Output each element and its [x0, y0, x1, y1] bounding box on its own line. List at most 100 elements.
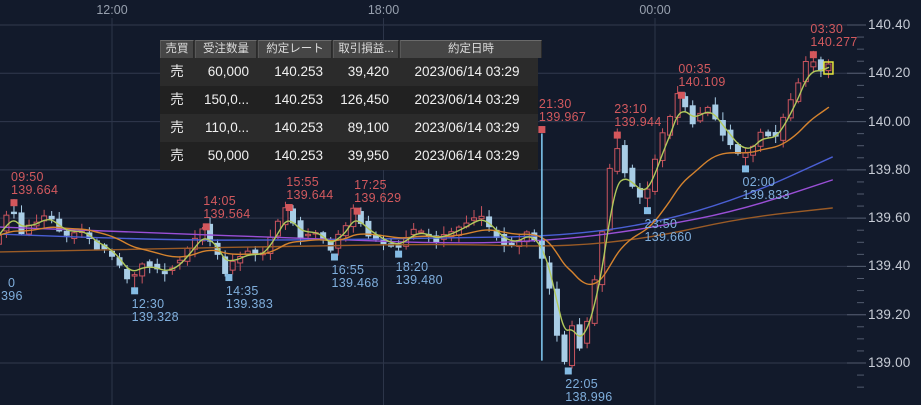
- cell-quantity[interactable]: 110,0...: [204, 120, 249, 135]
- candle-body: [139, 263, 146, 277]
- low-annotation: 16:55 139.468: [331, 263, 379, 290]
- candle-body: [810, 61, 817, 68]
- cell-side[interactable]: 売: [170, 120, 184, 135]
- col-header-rate[interactable]: 約定レート: [258, 40, 332, 58]
- candle-body: [229, 260, 236, 271]
- candle-body: [561, 334, 568, 362]
- low-marker: [742, 165, 749, 173]
- candle-body: [146, 261, 153, 267]
- candle-body: [697, 112, 704, 122]
- cell-side[interactable]: 売: [170, 64, 184, 79]
- high-marker: [353, 207, 361, 215]
- candle-body: [282, 207, 289, 226]
- low-annotation: 12:30 139.328: [131, 296, 179, 324]
- price-axis-label: 139.40: [868, 258, 911, 274]
- price-axis-label: 139.00: [868, 355, 911, 370]
- table-row[interactable]: 売 110,0... 140.253 89,100 2023/06/14 03:…: [160, 114, 538, 142]
- cell-rate[interactable]: 140.253: [274, 148, 323, 163]
- low-marker: [564, 367, 572, 375]
- cell-quantity[interactable]: 60,000: [207, 64, 249, 79]
- candle-body: [10, 211, 17, 215]
- cell-datetime[interactable]: 2023/06/14 03:29: [414, 120, 520, 135]
- cell-quantity[interactable]: 50,000: [207, 148, 249, 163]
- candle-body: [712, 104, 719, 120]
- cell-quantity[interactable]: 150,0...: [203, 92, 249, 107]
- cell-pnl[interactable]: 39,950: [347, 148, 389, 163]
- cell-side[interactable]: 売: [170, 148, 184, 163]
- low-marker: [225, 274, 233, 282]
- candle-body: [131, 274, 138, 277]
- candle-body: [0, 234, 2, 245]
- low-annotation: 14:35 139.383: [225, 283, 274, 311]
- high-annotation: 14:05 139.564: [203, 193, 251, 221]
- candle-body: [478, 215, 485, 220]
- price-axis-label: 140.20: [868, 65, 911, 81]
- high-annotation: 15:55 139.644: [286, 174, 334, 202]
- cell-pnl[interactable]: 39,420: [347, 64, 389, 79]
- ma-medium: [0, 106, 830, 286]
- candle-body: [48, 215, 55, 220]
- candle-body: [644, 188, 651, 199]
- table-row[interactable]: 売 50,000 140.253 39,950 2023/06/14 03:29: [160, 142, 538, 170]
- low-marker: [131, 287, 139, 295]
- cell-rate[interactable]: 140.253: [274, 92, 323, 107]
- cell-datetime[interactable]: 2023/06/14 03:29: [414, 148, 520, 163]
- candle-body: [290, 208, 296, 224]
- high-annotation: 21:30 139.967: [538, 96, 587, 124]
- price-axis-label: 139.80: [868, 161, 911, 177]
- trade-table-header: 売買 受注数量 約定レート 取引損益... 約定日時: [160, 40, 542, 58]
- time-axis-label: 12:00: [96, 3, 128, 17]
- low-marker: [643, 207, 651, 215]
- candle-body: [546, 262, 553, 289]
- cell-pnl[interactable]: 126,450: [340, 92, 389, 107]
- time-axis-label: 00:00: [639, 3, 671, 17]
- price-axis-label: 140.40: [868, 17, 911, 32]
- low-marker: [395, 250, 403, 258]
- candle-body: [161, 271, 168, 275]
- ma-slow: [0, 207, 833, 253]
- candle-body: [63, 230, 70, 236]
- candle-body: [765, 131, 772, 137]
- cell-pnl[interactable]: 89,100: [347, 120, 389, 135]
- candle-body: [614, 148, 621, 172]
- time-axis-label: 18:00: [367, 3, 400, 17]
- table-row[interactable]: 売 150,0... 140.253 126,450 2023/06/14 03…: [160, 86, 538, 114]
- cell-side[interactable]: 売: [170, 92, 184, 107]
- left-edge-partial-annotation: 0 396: [1, 276, 23, 303]
- low-marker: [330, 253, 338, 261]
- cell-rate[interactable]: 140.253: [274, 64, 323, 79]
- high-annotation: 00:35 140.109: [678, 62, 726, 90]
- cell-datetime[interactable]: 2023/06/14 03:29: [414, 64, 520, 79]
- candle-body: [71, 232, 78, 240]
- candle-body: [742, 152, 749, 158]
- candle-body: [682, 96, 689, 108]
- candle-body: [471, 217, 477, 221]
- candle-body: [124, 268, 131, 280]
- high-annotation: 09:50 139.664: [10, 169, 59, 197]
- col-header-side[interactable]: 売買: [160, 40, 194, 58]
- candle-body: [599, 231, 606, 286]
- ma-blue: [0, 156, 833, 241]
- candle-body: [508, 242, 515, 246]
- candle-body: [780, 116, 787, 141]
- candle-body: [350, 207, 357, 228]
- high-marker: [538, 126, 546, 134]
- price-axis-label: 140.00: [868, 113, 911, 129]
- price-axis-label: 139.60: [868, 210, 911, 226]
- cell-rate[interactable]: 140.253: [274, 120, 323, 135]
- col-header-pnl[interactable]: 取引損益...: [333, 40, 399, 58]
- candle-body: [410, 228, 417, 235]
- candle-body: [621, 145, 628, 174]
- trade-history-table[interactable]: 売買 受注数量 約定レート 取引損益... 約定日時 売 60,000 140.…: [160, 40, 542, 170]
- low-annotation: 22:05 138.996: [565, 376, 613, 404]
- candle-body: [222, 256, 229, 274]
- high-marker: [10, 199, 18, 207]
- high-annotation: 17:25 139.629: [354, 178, 402, 206]
- table-row[interactable]: 売 60,000 140.253 39,420 2023/06/14 03:29: [160, 58, 538, 86]
- col-header-quantity[interactable]: 受注数量: [195, 40, 257, 58]
- col-header-datetime[interactable]: 約定日時: [400, 40, 542, 58]
- high-marker: [285, 204, 293, 212]
- cell-datetime[interactable]: 2023/06/14 03:29: [414, 92, 520, 107]
